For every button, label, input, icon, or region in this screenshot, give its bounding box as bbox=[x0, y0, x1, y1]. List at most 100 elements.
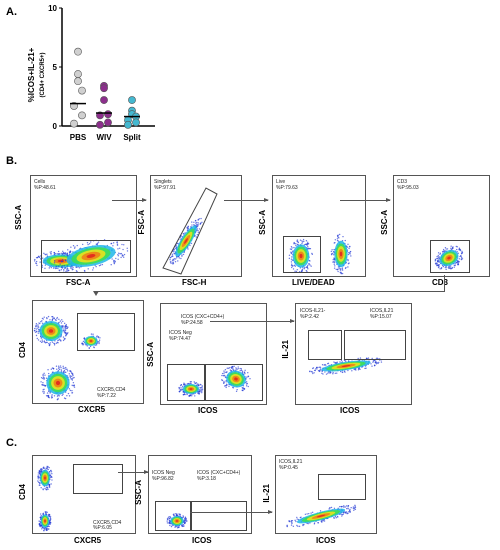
gating-arrow bbox=[112, 198, 147, 202]
flow-plot-cells: Cells %P:48.61 bbox=[30, 175, 137, 277]
gate-icos-pos bbox=[191, 501, 247, 531]
flow-plot-icos-ssc: ICOS (CXC+CD4+) %P:24.58 ICOS Neg %P:74.… bbox=[160, 303, 267, 405]
x-tick-label: Split bbox=[123, 133, 141, 142]
event-cloud bbox=[33, 315, 69, 347]
gate-label: CXCR5,CD4 bbox=[97, 387, 126, 393]
gate-label: ICOS Neg bbox=[152, 470, 175, 476]
y-axis-label: IL-21 bbox=[262, 484, 271, 503]
density-plot bbox=[169, 217, 203, 265]
y-axis-label: SSC-A bbox=[134, 480, 143, 505]
x-axis-label: LIVE/DEAD bbox=[292, 278, 335, 287]
y-axis-label: SSC-A bbox=[258, 210, 267, 235]
gate-percent: %P:2.42 bbox=[300, 314, 319, 320]
y-tick-label: 5 bbox=[53, 63, 58, 72]
gate-label: ICOS (CXC+CD4+) bbox=[197, 470, 241, 476]
flow-plot-cxcr5-cd4: CXCR5,CD4 %P:7.22 bbox=[32, 300, 144, 404]
density-plot bbox=[37, 465, 53, 532]
event-cloud bbox=[40, 365, 76, 401]
gate-percent: %P:97.91 bbox=[154, 185, 176, 191]
gate-percent: %P:74.47 bbox=[169, 336, 191, 342]
gate-label: Cells bbox=[34, 179, 46, 185]
event-cloud bbox=[286, 504, 357, 528]
gate-percent: %P:95.03 bbox=[397, 185, 419, 191]
event-cloud bbox=[53, 239, 129, 273]
density-plot bbox=[166, 513, 188, 529]
y-axis-label: CD4 bbox=[18, 342, 27, 359]
x-tick-label: PBS bbox=[70, 133, 87, 142]
gate-percent: %P:96.82 bbox=[152, 476, 174, 482]
gate-icos-neg bbox=[155, 501, 191, 531]
gating-arrowhead bbox=[93, 291, 99, 296]
gate-label: ICOS-IL21- bbox=[300, 308, 326, 314]
x-axis-label: ICOS bbox=[340, 406, 360, 415]
data-point bbox=[104, 110, 112, 119]
gate-label: CXCR5,CD4 bbox=[93, 520, 122, 526]
gate-icos-pos bbox=[205, 364, 263, 401]
data-point bbox=[100, 84, 108, 93]
x-axis-label: ICOS bbox=[192, 536, 212, 545]
gating-arrow bbox=[118, 470, 149, 474]
density-plot bbox=[288, 233, 352, 275]
x-axis-label: CD3 bbox=[432, 278, 449, 287]
gate-percent: %P:79.63 bbox=[276, 185, 298, 191]
plot-area: 0 5 10 PBS WIV Split bbox=[48, 4, 155, 142]
gate-icos-il21-neg bbox=[308, 330, 342, 360]
gate-label: ICOS,IL21 bbox=[279, 459, 303, 465]
data-point bbox=[132, 118, 140, 127]
y-tick-label: 10 bbox=[48, 4, 57, 13]
event-cloud bbox=[434, 245, 464, 271]
flow-plot-c-icos-il21: ICOS,IL21 %P:0.45 bbox=[275, 455, 377, 534]
data-point bbox=[74, 70, 82, 78]
gating-connector bbox=[444, 275, 445, 291]
x-axis-label: FSC-A bbox=[66, 278, 91, 287]
data-point bbox=[78, 86, 86, 95]
density-plot bbox=[178, 365, 251, 398]
gate-label: Singlets bbox=[154, 179, 172, 185]
gating-connector bbox=[96, 291, 445, 292]
gating-arrow bbox=[190, 510, 273, 514]
gate-percent: %P:24.58 bbox=[181, 320, 203, 326]
gate-percent: %P:7.22 bbox=[97, 393, 116, 399]
gate-label: ICOS (CXC+CD4+) bbox=[181, 314, 225, 320]
flow-plot-singlets: Singlets %P:97.91 bbox=[150, 175, 242, 277]
gating-arrow bbox=[224, 198, 269, 202]
data-point bbox=[70, 119, 78, 128]
event-cloud bbox=[166, 513, 188, 529]
gate-cells bbox=[41, 240, 131, 273]
y-axis-label: SSC-A bbox=[14, 205, 23, 230]
data-point bbox=[100, 96, 108, 104]
dot-plot-chart: %ICOS+IL-21+ (CD4+ CXCR5+) 0 5 10 PBS WIV Spl… bbox=[27, 4, 155, 142]
density-plot bbox=[33, 315, 101, 401]
gate-live bbox=[283, 236, 321, 273]
y-axis-sublabel: (CD4+ CXCR5+) bbox=[40, 52, 46, 97]
x-axis-label: CXCR5 bbox=[78, 405, 106, 414]
event-cloud bbox=[169, 217, 203, 265]
gate-cd3 bbox=[430, 240, 470, 273]
event-cloud bbox=[81, 333, 101, 350]
data-point bbox=[78, 111, 86, 120]
x-axis-label: CXCR5 bbox=[74, 536, 102, 545]
data-point bbox=[104, 118, 112, 127]
event-cloud bbox=[330, 233, 352, 275]
gate-percent: %P:6.05 bbox=[93, 525, 112, 531]
x-axis-label: ICOS bbox=[198, 406, 218, 415]
data-point bbox=[124, 120, 132, 129]
gate-percent: %P:48.61 bbox=[34, 185, 56, 191]
panel-label-a: A. bbox=[6, 6, 17, 18]
panel-label-b: B. bbox=[6, 155, 17, 167]
data-point bbox=[74, 47, 82, 56]
density-plot bbox=[286, 504, 357, 528]
event-cloud bbox=[288, 238, 314, 273]
gate-label: Live bbox=[276, 179, 286, 185]
flow-plot-c-icos-ssc: ICOS Neg %P:96.82 ICOS (CXC+CD4+) %P:3.1… bbox=[148, 455, 252, 534]
event-cloud bbox=[221, 365, 251, 393]
flow-plot-cd3: CD3 %P:95.03 bbox=[393, 175, 490, 277]
y-axis-label: IL-21 bbox=[281, 340, 290, 359]
gate-singlets bbox=[162, 187, 218, 275]
gate-icos-neg bbox=[167, 364, 205, 401]
y-axis-label: SSC-A bbox=[380, 210, 389, 235]
gate-percent: %P:0.45 bbox=[279, 465, 298, 471]
density-plot bbox=[309, 357, 383, 375]
x-tick-label: WIV bbox=[96, 133, 112, 142]
panel-label-c: C. bbox=[6, 437, 17, 449]
